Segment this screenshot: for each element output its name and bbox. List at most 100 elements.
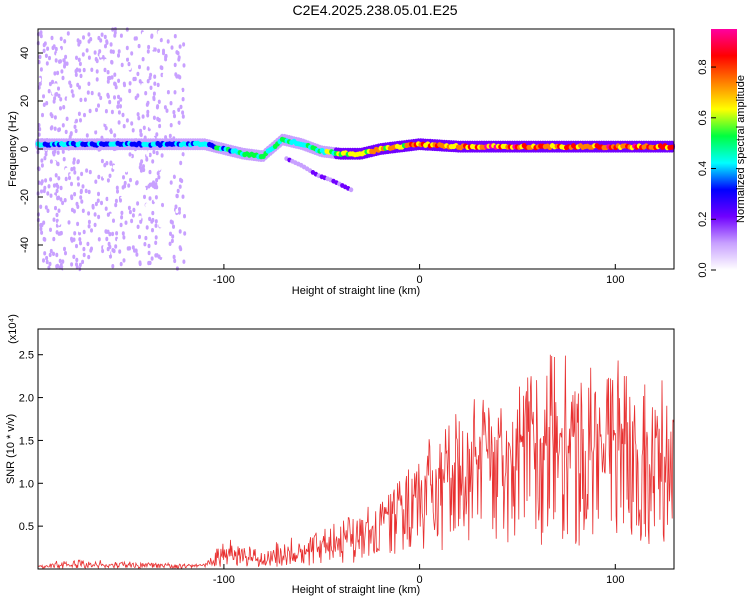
spectrogram-noise-cell	[171, 243, 175, 248]
spectrogram-noise-cell	[58, 48, 62, 53]
spectrogram-noise-cell	[52, 228, 56, 234]
spectrogram-noise-cell	[137, 43, 141, 49]
spectrogram-noise-cell	[94, 179, 98, 184]
spectrogram-noise-cell	[161, 83, 165, 89]
spectrogram-noise-cell	[113, 127, 117, 132]
spectrogram-noise-cell	[119, 97, 123, 102]
spectrogram-noise-cell	[142, 125, 146, 130]
spectrogram-noise-cell	[117, 100, 120, 105]
colorbar-ticks: 0.0 0.2 0.4 0.6 0.8	[697, 59, 716, 278]
spectrogram-noise-cell	[82, 119, 85, 124]
spectrogram-noise-cell	[77, 182, 80, 187]
spectrogram-noise-cell	[53, 188, 56, 193]
spectrogram-noise-cell	[173, 62, 177, 68]
spectrogram-noise-cell	[54, 92, 58, 97]
spectrogram-noise-cell	[61, 259, 65, 264]
spectrogram-noise-cell	[109, 105, 113, 110]
spectrogram-noise-cell	[58, 59, 61, 64]
spectrogram-ytick-label: 0	[19, 146, 31, 152]
spectrogram-noise-cell	[129, 177, 132, 183]
spectrogram-noise-cell	[109, 49, 113, 54]
snr-ticks: -100 0 100 0.5 1.0 1.5 2.0 2.5	[19, 350, 625, 586]
spectrogram-noise-cell	[110, 60, 114, 65]
spectrogram-noise-cell	[140, 166, 144, 171]
spectrogram-noise-cell	[46, 213, 50, 218]
spectrogram-noise-cell	[53, 126, 57, 131]
spectrogram-noise-cell	[93, 50, 97, 55]
spectrogram-noise-cell	[113, 30, 117, 35]
spectrogram-noise-cell	[160, 72, 164, 78]
spectrogram-noise-cell	[103, 218, 107, 223]
spectrogram-noise-cell	[42, 48, 46, 53]
spectrogram-noise-cell	[56, 52, 60, 57]
spectrogram-noise-cell	[93, 212, 97, 217]
spectrogram-noise-cell	[61, 123, 65, 128]
spectrogram-noise-cell	[122, 235, 126, 240]
spectrogram-noise-cell	[182, 42, 186, 47]
spectrogram-noise-cell	[43, 185, 47, 191]
spectrogram-noise-cell	[41, 90, 45, 95]
spectrogram-noise-cell	[138, 260, 142, 265]
spectrogram-noise-cell	[117, 94, 120, 100]
spectrogram-noise-cell	[54, 58, 58, 63]
spectrogram-noise-cell	[76, 38, 80, 43]
spectrogram-noise-cell	[71, 105, 74, 110]
spectrogram-noise-cell	[158, 123, 162, 129]
spectrogram-noise-cell	[153, 81, 157, 86]
spectrogram-noise-cell	[98, 49, 102, 54]
spectrogram-noise-cell	[150, 252, 154, 257]
spectrogram-noise-cell	[58, 258, 62, 264]
spectrogram-noise-cell	[182, 259, 186, 264]
spectrogram-noise-cell	[58, 254, 62, 259]
spectrogram-noise-cell	[110, 118, 114, 124]
spectrogram-noise-cell	[151, 228, 154, 233]
spectrogram-ticks: -100 0 100 -40 -20 0 20 40	[19, 47, 624, 286]
snr-ytick-label: 0.5	[19, 521, 34, 533]
spectrogram-noise-cell	[121, 185, 125, 190]
spectrogram-noise-cell	[165, 163, 169, 168]
spectrogram-noise-cell	[84, 188, 88, 194]
spectrogram-noise-cell	[82, 35, 85, 40]
spectrogram-noise-cell	[105, 236, 109, 242]
spectrogram-noise-cell	[39, 226, 43, 231]
spectrogram-noise-cell	[177, 107, 181, 113]
spectrogram-noise-cell	[39, 249, 43, 254]
spectrogram-noise-cell	[114, 42, 118, 47]
spectrogram-noise-cell	[87, 81, 91, 87]
spectrogram-noise-cell	[133, 36, 137, 41]
spectrogram-noise-cell	[179, 104, 183, 110]
spectrogram-noise-cell	[130, 109, 133, 115]
spectrogram-noise-cell	[143, 194, 146, 200]
spectrogram-noise-cell	[170, 45, 174, 50]
spectrogram-noise-cell	[90, 67, 94, 73]
spectrogram-noise-cell	[139, 132, 143, 137]
spectrogram-noise-cell	[59, 97, 63, 102]
spectrogram-noise-cell	[106, 94, 110, 99]
spectrogram-noise-cell	[181, 110, 185, 115]
spectrogram-noise-cell	[52, 194, 56, 200]
spectrogram-noise-cell	[57, 116, 61, 121]
colorbar-tick-label: 0.0	[697, 262, 709, 277]
spectrogram-noise-cell	[52, 217, 56, 222]
spectrogram-noise-cell	[51, 57, 55, 62]
spectrogram-noise-cell	[163, 105, 167, 110]
spectrogram-noise-cell	[49, 159, 53, 164]
spectrogram-noise-cell	[59, 185, 63, 191]
spectrogram-noise-cell	[174, 72, 178, 77]
spectrogram-noise-cell	[52, 44, 56, 49]
spectrogram-noise-cell	[178, 61, 182, 67]
spectrogram-noise-cell	[75, 265, 79, 270]
snr-xtick-label: 0	[417, 574, 423, 586]
spectrogram-noise-cell	[141, 114, 145, 119]
spectrogram-noise-cell	[122, 258, 126, 263]
spectrogram-noise-cell	[109, 129, 113, 135]
snr-xtick-label: -100	[213, 574, 235, 586]
spectrogram-noise-cell	[105, 196, 109, 202]
spectrogram-noise-cell	[134, 95, 138, 101]
spectrogram-noise-cell	[145, 203, 149, 208]
spectrogram-noise-cell	[97, 35, 101, 41]
spectrogram-noise-cell	[163, 160, 167, 166]
spectrogram-noise-cell	[87, 189, 91, 195]
spectrogram-noise-cell	[54, 205, 57, 211]
